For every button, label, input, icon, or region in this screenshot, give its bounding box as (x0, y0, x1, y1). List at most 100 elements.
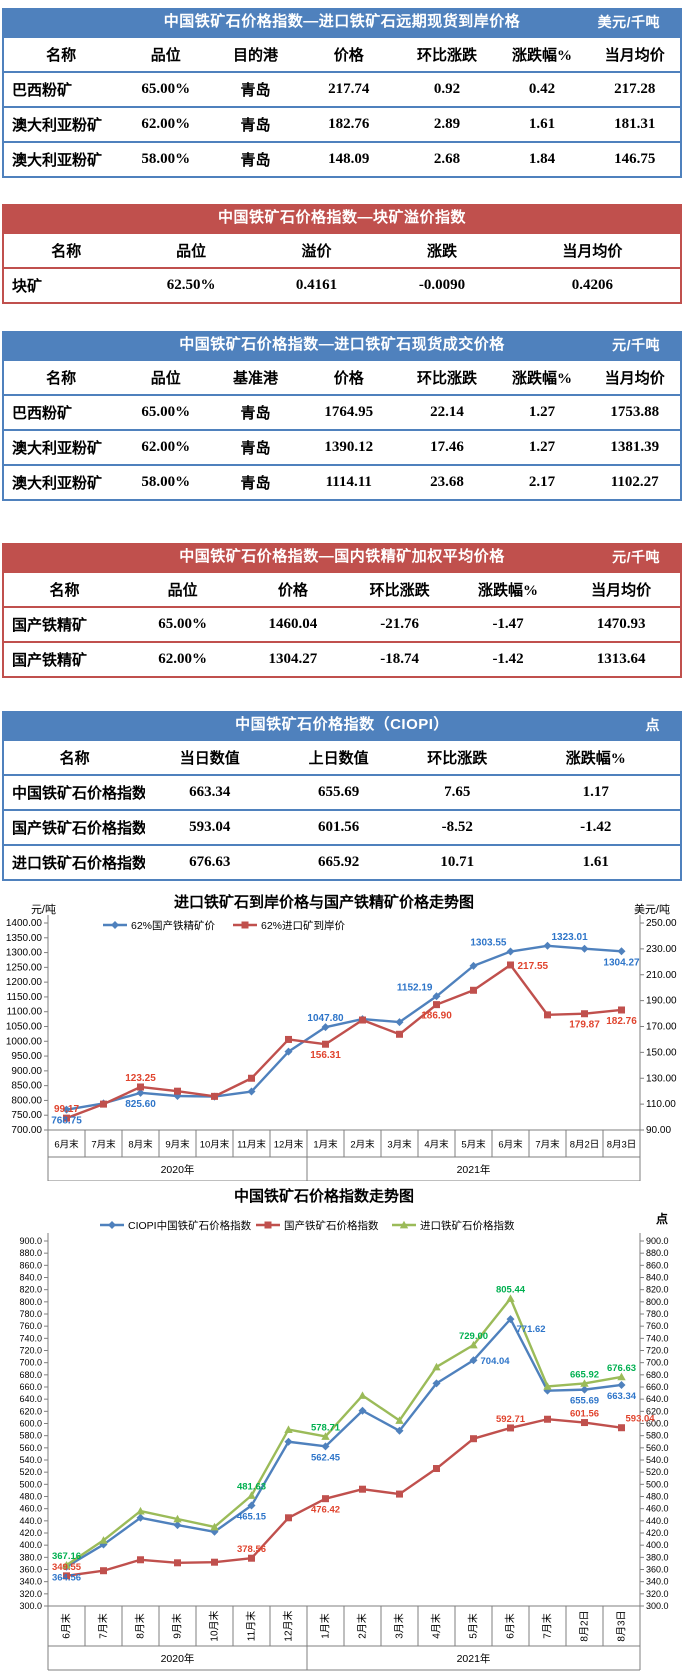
data-table: 名称 当日数值 上日数值 环比涨跌 涨跌幅% 中国铁矿石价格指数 663.34 655.69 7… (2, 739, 682, 881)
y-axis-tick-label: 460.0 (646, 1504, 669, 1514)
data-point-marker (322, 1040, 329, 1048)
x-axis-label: 10月末 (200, 1139, 230, 1151)
table-cell: 国产铁矿石价格指数 (3, 810, 146, 846)
column-header: 涨跌幅% (494, 360, 590, 396)
point-value-label: 729.00 (459, 1331, 488, 1342)
table-row: 中国铁矿石价格指数 663.34 655.69 7.65 1.17 (3, 775, 681, 811)
column-header: 涨跌幅% (511, 740, 681, 776)
y-axis-tick-label: 380.0 (646, 1552, 669, 1562)
y-axis-tick-label: 680.0 (646, 1370, 669, 1380)
legend-item-label: 进口铁矿石价格指数 (420, 1219, 515, 1232)
y-axis-tick-label: 880.0 (19, 1248, 42, 1258)
point-value-label: 156.31 (310, 1050, 341, 1061)
table-cell: 青岛 (240, 476, 271, 492)
point-value-label: 179.87 (569, 1020, 600, 1031)
point-value-label: 364.56 (52, 1573, 81, 1584)
table-cell: 1313.64 (596, 651, 646, 667)
y-axis-tick-label: 780.0 (646, 1309, 669, 1319)
data-point-marker (173, 1521, 182, 1530)
x-axis-label: 1月末 (319, 1613, 332, 1639)
point-value-label: 1323.01 (552, 932, 589, 943)
column-header: 价格 (297, 360, 400, 396)
x-axis-label: 2月末 (350, 1139, 375, 1151)
x-axis-label: 5月末 (461, 1139, 486, 1151)
y-axis-tick-label: 1200.00 (6, 977, 43, 988)
table-cell: 国产铁精矿 (3, 607, 126, 643)
y-axis-tick-label: 720.0 (19, 1346, 42, 1356)
column-header: 上日数值 (274, 740, 403, 776)
y-axis-tick-label: 840.0 (19, 1273, 42, 1283)
table-import-spot-price: 中国铁矿石价格指数—进口铁矿石现货成交价格 元/千吨 名称 品位 基准港 价格 环比涨跌… (2, 331, 682, 501)
column-header: 价格 (297, 37, 400, 73)
data-point-marker (470, 1435, 477, 1443)
table-cell: 2.17 (528, 474, 556, 490)
series-line (66, 963, 622, 1120)
table-row: 巴西粉矿 65.00% 青岛 217.74 0.92 0.42 217.28 (3, 72, 681, 108)
data-point-marker (137, 1556, 144, 1564)
y-axis-tick-label: 820.0 (19, 1285, 42, 1295)
data-point-marker (433, 1465, 440, 1473)
table-cell: 澳大利亚粉矿 (3, 107, 119, 143)
column-header: 基准港 (213, 360, 298, 396)
column-header: 品位 (125, 572, 241, 608)
x-axis-label: 7月末 (91, 1139, 116, 1151)
table-cell: 1304.27 (268, 651, 318, 667)
y-axis-tick-label: 720.0 (646, 1346, 669, 1356)
table-ciopi-index: 中国铁矿石价格指数（CIOPI） 点 名称 当日数值 上日数值 环比涨跌 涨跌幅% 中国铁… (2, 711, 682, 881)
point-value-label: 349.55 (52, 1562, 82, 1573)
table-title-bar: 中国铁矿石价格指数—块矿溢价指数 (2, 204, 682, 232)
y-axis-tick-label: 380.0 (19, 1552, 42, 1562)
table-cell: 65.00% (125, 607, 241, 643)
table-cell: 中国铁矿石价格指数 (3, 775, 146, 811)
table-cell: 2.68 (433, 151, 461, 167)
x-axis-label: 7月末 (535, 1139, 560, 1151)
y-axis-tick-label: 150.00 (646, 1047, 677, 1058)
data-point-marker (432, 992, 441, 1001)
chart-title: 进口铁矿石到岸价格与国产铁精矿价格走势图 (174, 893, 474, 911)
y-axis-tick-label: 740.0 (19, 1333, 42, 1343)
data-point-marker (211, 1558, 218, 1566)
y-axis-tick-label: 580.0 (646, 1431, 669, 1441)
y-axis-tick-label: 860.0 (646, 1260, 669, 1270)
table-domestic-concentrate-price: 中国铁矿石价格指数—国内铁精矿加权平均价格 元/千吨 名称 品位 价格 环比涨跌 涨跌幅… (2, 543, 682, 678)
point-value-label: 592.71 (496, 1414, 526, 1425)
data-point-marker (618, 1424, 625, 1432)
column-header: 涨跌幅% (494, 37, 590, 73)
y-axis-tick-label: 1250.00 (6, 962, 43, 973)
data-point-marker (470, 986, 477, 994)
point-value-label: 1303.55 (470, 938, 507, 949)
y-axis-tick-label: 600.0 (646, 1419, 669, 1429)
x-axis-label: 3月末 (387, 1139, 412, 1151)
data-point-marker (617, 947, 626, 956)
point-value-label: 123.25 (125, 1073, 156, 1084)
y-axis-tick-label: 620.0 (646, 1406, 669, 1416)
column-header: 溢价 (253, 233, 380, 269)
y-axis-tick-label: 500.0 (646, 1479, 669, 1489)
y-axis-tick-label: 680.0 (19, 1370, 42, 1380)
column-header: 名称 (3, 233, 129, 269)
y-axis-tick-label: 1050.00 (6, 1022, 43, 1033)
table-row: 澳大利亚粉矿 58.00% 青岛 148.09 2.68 1.84 146.75 (3, 142, 681, 177)
header-row: 名称 品位 价格 环比涨跌 涨跌幅% 当月均价 (3, 572, 681, 608)
table-cell: 0.4161 (295, 277, 338, 293)
data-point-marker (173, 1514, 182, 1523)
y-axis-tick-label: 1300.00 (6, 948, 43, 959)
data-point-marker (581, 1419, 588, 1427)
point-value-label: 186.90 (421, 1011, 452, 1022)
y-axis-tick-label: 1100.00 (7, 1007, 43, 1018)
data-point-marker (581, 1010, 588, 1018)
header-row: 名称 当日数值 上日数值 环比涨跌 涨跌幅% (3, 740, 681, 776)
x-axis-label: 6月末 (504, 1613, 517, 1639)
data-point-marker (211, 1092, 218, 1100)
data-point-marker (62, 1560, 71, 1569)
data-point-marker (63, 1572, 70, 1580)
point-value-label: 593.04 (626, 1414, 656, 1425)
data-point-marker (247, 1087, 256, 1096)
y-axis-tick-label: 360.0 (646, 1565, 669, 1575)
year-label: 2020年 (161, 1163, 195, 1176)
point-value-label: 1152.19 (397, 982, 433, 993)
data-point-marker (108, 1221, 116, 1229)
data-point-marker (247, 1491, 256, 1499)
y-axis-tick-label: 760.0 (19, 1321, 42, 1331)
